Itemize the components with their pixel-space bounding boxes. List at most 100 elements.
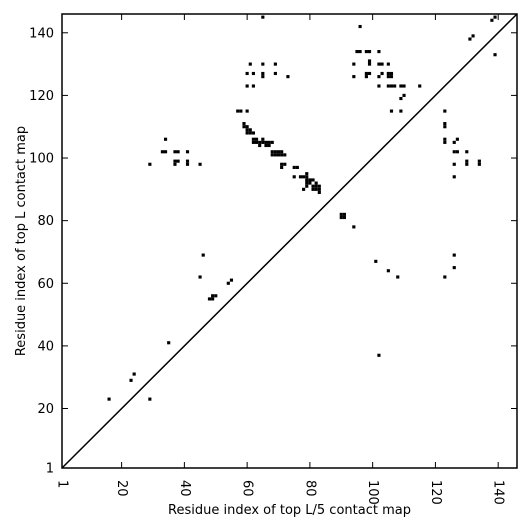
contact-point (342, 212, 346, 216)
contact-point (226, 281, 230, 285)
contact-point (280, 165, 284, 169)
contact-point (339, 215, 343, 220)
contact-point (229, 278, 234, 282)
contact-point (317, 184, 321, 188)
contact-point (207, 297, 212, 301)
contact-point (286, 75, 290, 79)
contact-point (305, 172, 309, 176)
contact-point (342, 215, 346, 220)
contact-point (399, 84, 403, 88)
contact-point (465, 162, 469, 166)
contact-point (311, 178, 315, 182)
contact-point (364, 71, 368, 76)
contact-point (254, 140, 259, 144)
contact-point (251, 137, 255, 141)
contact-point (173, 159, 177, 163)
contact-point (465, 159, 469, 163)
contact-point (477, 159, 481, 163)
x-tick-label: 100 (365, 480, 380, 505)
contact-point (248, 62, 252, 66)
contact-point (305, 181, 309, 185)
contact-point (198, 162, 202, 166)
contact-point (314, 187, 318, 191)
contact-point (211, 294, 215, 298)
contact-point (355, 50, 359, 54)
contact-point (160, 150, 164, 154)
contact-point (273, 150, 277, 154)
contact-point (399, 96, 403, 101)
contact-point (452, 175, 456, 179)
contact-point (248, 128, 252, 132)
contact-point (443, 137, 447, 141)
contact-point (305, 184, 309, 188)
contact-point (251, 131, 255, 135)
contact-point (367, 50, 372, 54)
contact-point (389, 75, 394, 79)
contact-point (352, 225, 356, 229)
contact-point (358, 50, 362, 54)
diagonal-line (61, 13, 518, 469)
contact-point (239, 109, 243, 113)
contact-point (251, 140, 255, 144)
contact-point (185, 159, 190, 163)
contact-point (267, 143, 271, 148)
contact-point (402, 93, 406, 97)
contact-point (314, 181, 318, 185)
contact-point (185, 162, 190, 166)
x-tick-label: 20 (114, 480, 129, 497)
contact-point (292, 165, 296, 169)
contact-point (201, 253, 205, 257)
contact-point (163, 150, 168, 154)
contact-point (452, 162, 456, 166)
contact-point (386, 75, 390, 79)
y-axis-label: Residue index of top L contact map (14, 126, 29, 356)
contact-point (443, 109, 447, 113)
contact-point (311, 187, 315, 191)
x-tick-label: 1 (55, 480, 70, 488)
y-tick-label: 20 (37, 402, 54, 417)
contact-point (490, 18, 494, 22)
contact-point (258, 140, 262, 144)
contact-point (465, 150, 469, 154)
contact-point (314, 184, 318, 188)
contact-point (261, 137, 265, 141)
contact-point (386, 269, 390, 273)
contact-point (367, 62, 372, 66)
contact-point (261, 15, 265, 19)
contact-point (242, 122, 246, 126)
contact-point (167, 341, 171, 345)
contact-point (176, 150, 180, 154)
contact-point (261, 62, 265, 66)
contact-point (389, 109, 394, 113)
contact-point (251, 71, 255, 76)
y-tick-label: 120 (29, 89, 54, 104)
contact-point (396, 275, 400, 279)
x-tick-label: 60 (240, 480, 255, 497)
contact-point (211, 297, 215, 301)
contact-point (399, 109, 403, 113)
contact-point (339, 212, 343, 216)
contact-point (132, 372, 136, 376)
contact-point (261, 140, 265, 144)
contact-point (305, 175, 309, 179)
contact-point (258, 143, 262, 148)
x-tick-label: 80 (302, 480, 317, 497)
contact-point (468, 37, 472, 41)
x-axis-label: Residue index of top L/5 contact map (168, 503, 411, 518)
contact-point (276, 153, 281, 157)
contact-point (163, 137, 168, 141)
contact-point (270, 140, 274, 144)
contact-point (273, 71, 277, 76)
contact-point (242, 125, 246, 129)
contact-point (358, 24, 362, 29)
contact-point (377, 75, 381, 79)
contact-point (305, 178, 309, 182)
x-tick-label: 120 (428, 480, 443, 505)
contact-point (452, 266, 456, 270)
contact-point (270, 150, 274, 154)
contact-point (389, 84, 394, 88)
contact-point (185, 150, 190, 154)
contact-point (254, 137, 259, 141)
y-tick-label: 1 (46, 462, 54, 477)
contact-point (245, 84, 249, 88)
